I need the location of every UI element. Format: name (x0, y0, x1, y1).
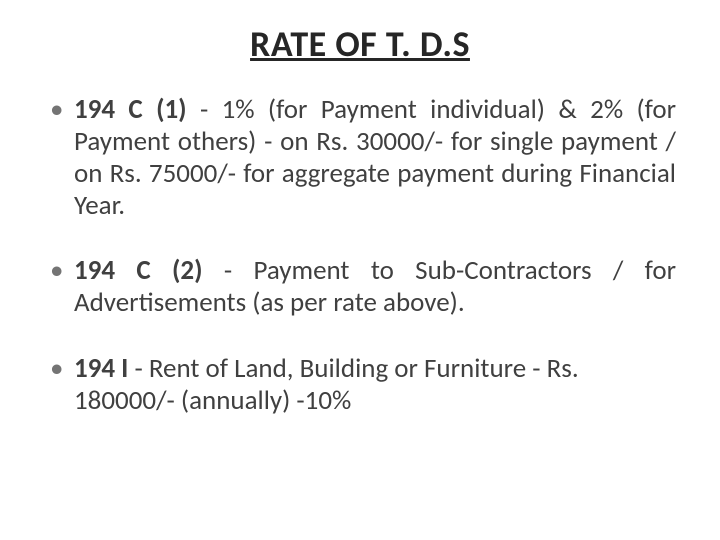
bullet-lead: 194 C (1) (74, 93, 187, 126)
list-item: 194 I - Rent of Land, Building or Furnit… (44, 353, 676, 417)
bullet-text: - Rent of Land, Building or Furniture - … (74, 352, 579, 417)
list-item: 194 C (2) - Payment to Sub-Contractors /… (44, 255, 676, 319)
slide: RATE OF T. D.S 194 C (1) - 1% (for Payme… (0, 0, 720, 540)
list-item: 194 C (1) - 1% (for Payment individual) … (44, 94, 676, 221)
bullet-list: 194 C (1) - 1% (for Payment individual) … (44, 94, 676, 417)
bullet-lead: 194 I (74, 352, 128, 385)
page-title: RATE OF T. D.S (44, 22, 676, 66)
bullet-lead: 194 C (2) (74, 254, 203, 287)
